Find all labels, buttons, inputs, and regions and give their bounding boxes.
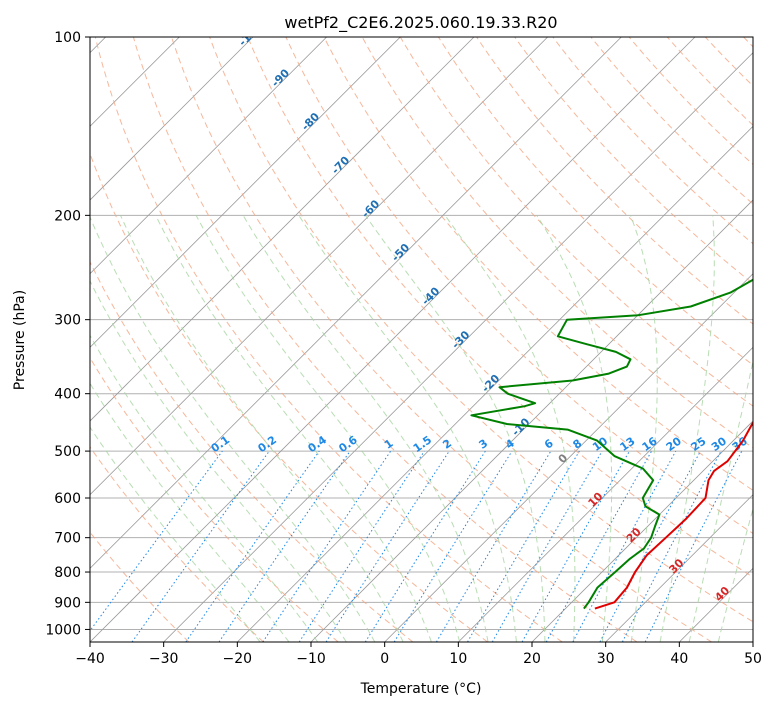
mixing-ratio-line [435,450,552,642]
moist-adiabat [364,215,546,642]
x-tick-label: −40 [75,651,105,667]
mixing-ratio-line [90,450,223,632]
isotherm-line [384,273,753,642]
mixing-ratio-line [131,450,270,642]
x-tick-label: 30 [597,651,615,667]
moist-adiabat [195,215,461,642]
mixing-ratio-line [572,450,677,642]
moist-adiabat [155,215,432,642]
y-tick-label: 400 [54,387,81,403]
chart-title: wetPf2_C2E6.2025.060.19.33.R20 [284,13,557,33]
y-axis-ticks: 100 200 300 400 500 600 700 800 900 1000 [45,30,90,638]
x-tick-label: −30 [149,651,179,667]
pressure-gridlines [90,36,753,630]
isotherm-line [163,52,753,642]
mixing-ratio-lines [90,450,743,642]
dewpoint-line [470,278,753,610]
dry-adiabat [247,37,753,578]
x-tick-label: 20 [523,651,541,667]
y-tick-label: 100 [54,30,81,46]
isotherm-line [458,346,753,642]
dry-adiabat [361,37,753,449]
dry-adiabat [476,37,753,325]
x-axis-title: Temperature (°C) [360,681,482,697]
x-tick-label: 40 [670,651,688,667]
dry-adiabat [94,37,563,642]
moist-adiabat [444,215,576,642]
moist-adiabat [659,215,715,642]
dry-adiabat [628,37,753,166]
dry-adiabat-label: -100 [236,20,265,49]
y-tick-label: 600 [54,491,81,507]
y-tick-label: 500 [54,444,81,460]
dry-adiabat [399,37,753,407]
moist-adiabat [120,215,404,642]
mixing-ratio-line [364,450,486,642]
moist-adiabat [242,215,489,642]
x-tick-label: 0 [380,651,389,667]
x-axis-ticks: −40 −30 −20 −10 0 10 20 30 40 50 [75,642,762,667]
isotherm-line [90,37,548,496]
isotherm-line [90,37,475,422]
dry-adiabat [132,37,638,642]
mixing-ratio-line [467,450,580,642]
dry-adiabat [90,260,414,642]
x-tick-label: −20 [223,651,253,667]
x-tick-label: 10 [449,651,467,667]
dry-adiabat [514,37,753,285]
plot-frame [89,36,754,643]
y-tick-label: 700 [54,531,81,547]
moist-adiabat [90,334,319,642]
y-tick-label: 900 [54,595,81,611]
isotherm-line [90,37,696,642]
y-tick-label: 1000 [45,622,81,638]
isotherm-line [605,494,753,642]
sounding-series [470,278,753,610]
isotherm-line [237,125,753,642]
dry-adiabat [323,37,753,491]
mixing-ratio-line [545,450,653,642]
plot-background [90,37,753,642]
mixing-ratio-line [521,450,630,642]
y-tick-label: 200 [54,208,81,224]
x-tick-label: −10 [296,651,326,667]
dry-adiabat [90,446,264,642]
mixing-ratio-line [218,450,351,642]
moist-adiabat [90,215,376,642]
y-tick-label: 800 [54,565,81,581]
y-tick-label: 300 [54,313,81,329]
mixing-ratio-line [491,450,603,642]
y-axis-title: Pressure (hPa) [12,290,28,390]
moist-adiabat [90,279,347,642]
isotherm-line [531,420,753,642]
isotherm-line [90,37,401,348]
x-tick-label: 50 [744,651,762,667]
isotherm-line [90,37,622,569]
mixing-ratio-line [393,450,513,642]
mixing-ratio-line [185,450,320,642]
temperature-line [594,421,753,610]
dry-adiabat [209,37,753,623]
isotherm-line [752,641,753,642]
mixing-ratio-line [325,450,450,642]
dry-adiabats [90,37,753,642]
isotherm-line [90,37,327,275]
moist-adiabat [90,426,261,642]
moist-adiabat [536,215,613,642]
isotherm-line [90,37,254,201]
